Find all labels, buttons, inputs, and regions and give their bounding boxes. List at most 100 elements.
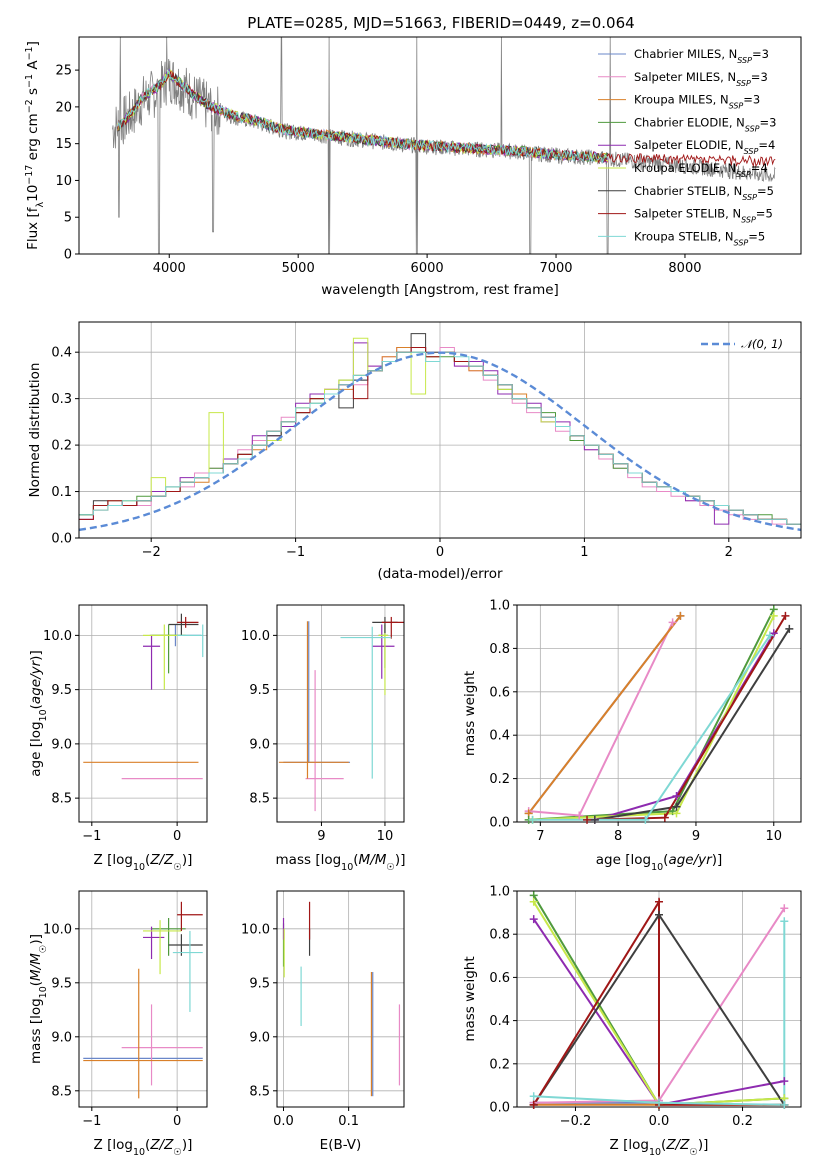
x-axis-label: Z [log10(Z/Z☉)]	[610, 1137, 709, 1158]
label-part: Flux [f	[25, 206, 41, 250]
legend-nssp-value: 3	[760, 70, 767, 84]
y-tick-label: 0.6	[489, 685, 510, 700]
axes-frame	[78, 604, 208, 823]
legend-eq: =	[756, 207, 766, 221]
weight-series-line	[528, 608, 775, 821]
legend-entry: Kroupa ELODIE, NSSP=4	[634, 161, 768, 179]
x-tick-label: 2	[725, 545, 733, 560]
weight-series-marker	[575, 811, 584, 820]
label-part: age [log	[596, 852, 651, 868]
model-spectrum-line	[117, 70, 776, 168]
x-tick-label: 1	[580, 545, 588, 560]
legend-model-name: Salpeter STELIB	[634, 207, 725, 221]
x-tick-label: −2	[142, 545, 161, 560]
legend-model-name: Salpeter ELODIE	[634, 138, 728, 152]
weight-series-marker	[672, 791, 681, 800]
weight-series-marker	[590, 815, 599, 824]
x-axis-label: Z [log10(Z/Z☉)]	[94, 852, 193, 873]
weight-series-marker	[641, 815, 650, 824]
legend-model-name: Chabrier STELIB	[634, 184, 726, 198]
label-part: Z [log	[610, 1137, 649, 1153]
weight-series-marker	[780, 904, 789, 913]
y-tick-label: 10.0	[43, 922, 72, 937]
legend-nssp-prefix: , N	[726, 184, 742, 198]
x-tick-label: 8	[614, 829, 622, 844]
label-part: 10	[133, 862, 145, 873]
x-axis-label: (data-model)/error	[377, 566, 503, 582]
label-part: Z [log	[94, 852, 133, 868]
legend-nssp-sub: SSP	[745, 124, 760, 133]
label-part: −2	[24, 99, 35, 113]
weight-series-marker	[529, 1100, 538, 1109]
legend-model-name: Chabrier ELODIE	[634, 115, 729, 129]
y-axis-label: mass weight	[462, 671, 478, 756]
plot-area	[527, 608, 791, 821]
label-part: −1	[24, 74, 35, 88]
axes-frame	[276, 604, 405, 823]
y-tick-label: 0.8	[489, 642, 510, 657]
label-part: )]	[395, 852, 406, 868]
label-part: mass weight	[462, 956, 478, 1041]
legend-entry: 𝒩(0, 1)	[741, 337, 783, 351]
x-tick-label: 9	[317, 829, 325, 844]
legend-eq: =	[760, 115, 770, 129]
weight-vs-metallicity-panel: −0.2 0.0 0.2 0.0 0.2 0.4 0.6 0.8 1.0 Z [log10(Z/Z…	[462, 885, 802, 1158]
legend-nssp-prefix: , N	[729, 115, 745, 129]
label-part: age [log	[28, 721, 44, 776]
y-axis-label: Normed distribution	[27, 363, 43, 498]
label-part: s	[25, 88, 41, 99]
x-tick-label: 0.0	[273, 1114, 294, 1129]
label-part: (	[28, 704, 44, 709]
legend-model-name: Kroupa ELODIE	[634, 161, 720, 175]
label-part: )]	[182, 1137, 193, 1153]
label-part: (data-model)/error	[377, 566, 503, 582]
label-part: 10	[38, 709, 49, 721]
legend-entry: Chabrier ELODIE, NSSP=3	[634, 115, 776, 132]
legend-nssp-value: 3	[769, 115, 776, 129]
plot-area	[79, 333, 801, 538]
y-tick-label: 1.0	[489, 885, 510, 900]
axes-frame	[276, 890, 405, 1108]
label-part: −17	[24, 165, 35, 185]
weight-series-marker	[668, 618, 677, 627]
legend-nssp-value: 3	[753, 93, 760, 107]
label-part: λ	[35, 202, 46, 208]
legend-model-name: Chabrier MILES	[634, 47, 721, 61]
weight-series-marker	[780, 1100, 789, 1109]
legend-nssp-sub: SSP	[741, 215, 756, 224]
label-part: Z/Z	[149, 1137, 174, 1153]
y-tick-label: 0.3	[51, 392, 72, 407]
y-tick-label: 8.5	[249, 1084, 270, 1099]
label-part: )]	[28, 934, 44, 945]
y-tick-label: 9.0	[249, 737, 270, 752]
x-axis-label: Z [log10(Z/Z☉)]	[94, 1137, 193, 1158]
legend-eq: =	[752, 47, 762, 61]
y-tick-label: 9.5	[51, 976, 72, 991]
legend-model-name: Salpeter MILES	[634, 70, 720, 84]
y-tick-label: 9.0	[51, 1030, 72, 1045]
label-part: ☉	[173, 1147, 182, 1158]
y-axis-label: age [log10(age/yr)]	[28, 650, 49, 776]
figure-title: PLATE=0285, MJD=51663, FIBERID=0449, z=0…	[247, 14, 634, 32]
residuals-panel: −2 −1 0 1 2 0.0 0.1 0.2 0.3 0.4 𝒩(0, 1) (data-model…	[27, 321, 802, 582]
legend-nssp-sub: SSP	[736, 170, 751, 179]
x-axis-label: E(B-V)	[320, 1137, 362, 1153]
label-part: ☉	[38, 945, 49, 954]
x-tick-label: −1	[82, 1114, 101, 1129]
x-tick-label: 10	[377, 829, 394, 844]
histogram-series	[79, 351, 801, 538]
label-part: mass [log	[276, 852, 342, 868]
legend-nssp-sub: SSP	[736, 78, 751, 87]
label-part: −1	[24, 46, 35, 60]
y-axis-label: Flux [fλ10−17 erg cm−2 s−1 A−1]	[24, 41, 46, 250]
legend-nssp-prefix: , N	[713, 93, 729, 107]
label-part: A	[25, 60, 41, 74]
weight-series-marker	[655, 910, 663, 919]
x-tick-label: 0	[173, 1114, 181, 1129]
weight-series-marker	[676, 611, 685, 620]
x-axis-label: wavelength [Angstrom, rest frame]	[321, 282, 559, 298]
y-tick-label: 25	[55, 64, 72, 79]
legend-entry: Salpeter MILES, NSSP=3	[634, 70, 768, 88]
mass-vs-metallicity-panel: −1 08.59.09.510.0Z [log10(Z/Z☉)]mass [log…	[28, 890, 208, 1158]
weight-series-marker	[660, 813, 669, 822]
